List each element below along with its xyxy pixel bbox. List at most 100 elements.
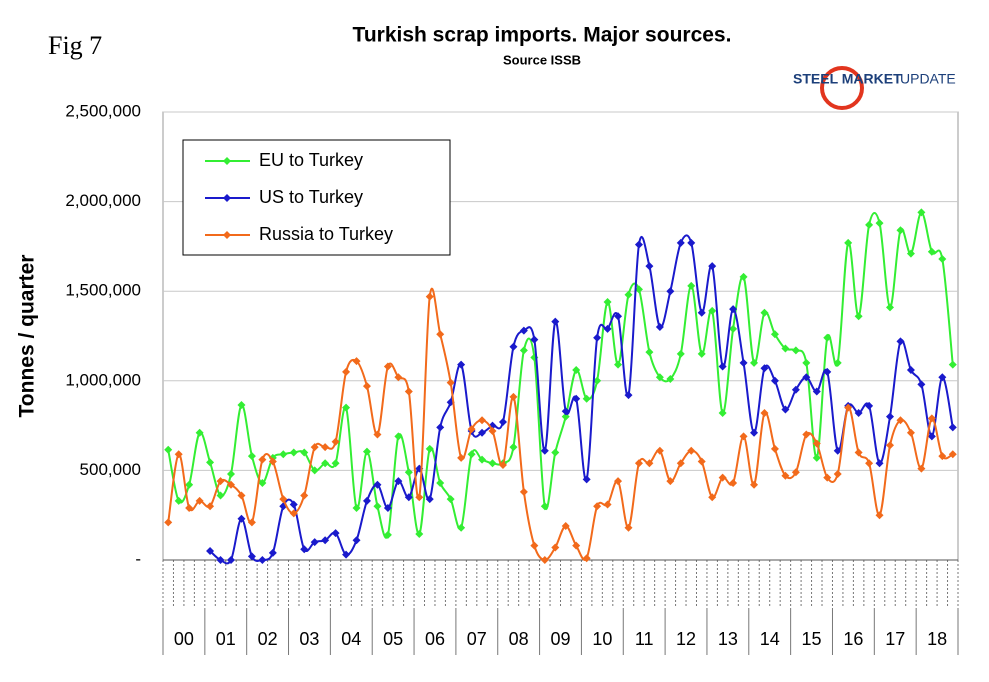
data-point	[666, 375, 675, 384]
data-point	[927, 432, 936, 441]
data-point	[540, 446, 549, 455]
data-point	[216, 491, 225, 500]
data-point	[593, 502, 602, 511]
data-point	[572, 394, 581, 403]
data-point	[247, 518, 256, 527]
data-point	[593, 376, 602, 385]
data-point	[582, 394, 591, 403]
data-point	[404, 387, 413, 396]
data-point	[791, 468, 800, 477]
data-point	[195, 496, 204, 505]
data-point	[237, 514, 246, 523]
data-point	[226, 469, 235, 478]
data-point	[896, 416, 905, 425]
data-point	[321, 459, 330, 468]
legend-marker	[223, 157, 231, 165]
data-point	[823, 333, 832, 342]
data-point	[655, 446, 664, 455]
data-point	[362, 382, 371, 391]
data-point	[446, 495, 455, 504]
data-point	[561, 521, 570, 530]
data-point	[478, 455, 487, 464]
x-tick-label: 14	[760, 629, 780, 649]
data-point	[321, 536, 330, 545]
data-point	[373, 502, 382, 511]
x-tick-label: 02	[258, 629, 278, 649]
data-point	[342, 367, 351, 376]
x-tick-label: 05	[383, 629, 403, 649]
chart-subtitle: Source ISSB	[503, 52, 581, 67]
data-point	[697, 457, 706, 466]
data-point	[519, 326, 528, 335]
data-point	[289, 509, 298, 518]
data-point	[530, 335, 539, 344]
data-point	[645, 262, 654, 271]
data-point	[488, 426, 497, 435]
data-point	[551, 448, 560, 457]
data-point	[634, 240, 643, 249]
data-point	[906, 366, 915, 375]
data-point	[833, 469, 842, 478]
data-point	[457, 360, 466, 369]
data-point	[226, 556, 235, 564]
data-point	[572, 366, 581, 375]
data-point	[383, 504, 392, 513]
data-point	[300, 448, 309, 457]
data-point	[530, 541, 539, 550]
data-point	[247, 552, 256, 561]
data-point	[509, 392, 518, 401]
data-point	[844, 403, 853, 412]
data-point	[802, 358, 811, 367]
legend-label: US to Turkey	[259, 187, 363, 207]
data-point	[404, 493, 413, 502]
data-point	[676, 459, 685, 468]
data-point	[812, 439, 821, 448]
data-point	[289, 448, 298, 457]
data-point	[352, 504, 361, 513]
data-point	[833, 446, 842, 455]
data-point	[436, 478, 445, 487]
data-point	[258, 556, 267, 564]
data-point	[708, 262, 717, 271]
data-point	[655, 323, 664, 332]
data-point	[237, 400, 246, 409]
data-point	[331, 529, 340, 538]
data-point	[415, 493, 424, 502]
data-point	[582, 475, 591, 484]
data-point	[666, 477, 675, 486]
data-point	[917, 380, 926, 389]
data-point	[781, 405, 790, 414]
data-point	[886, 441, 895, 450]
data-point	[739, 432, 748, 441]
data-point	[687, 281, 696, 290]
data-point	[373, 480, 382, 489]
data-point	[331, 459, 340, 468]
data-point	[342, 403, 351, 412]
x-tick-label: 16	[843, 629, 863, 649]
data-point	[624, 391, 633, 400]
data-point	[540, 502, 549, 511]
data-point	[425, 292, 434, 301]
data-point	[770, 444, 779, 453]
x-tick-label: 15	[802, 629, 822, 649]
data-point	[624, 523, 633, 532]
data-point	[781, 471, 790, 480]
data-point	[823, 473, 832, 482]
data-point	[917, 208, 926, 217]
data-point	[645, 459, 654, 468]
x-tick-label: 01	[216, 629, 236, 649]
data-point	[164, 518, 173, 527]
y-axis-label: Tonnes / quarter	[16, 255, 39, 418]
data-point	[383, 362, 392, 371]
data-point	[467, 425, 476, 434]
data-point	[938, 452, 947, 461]
data-point	[676, 349, 685, 358]
x-tick-label: 04	[341, 629, 361, 649]
data-point	[781, 344, 790, 353]
data-point	[467, 450, 476, 459]
data-point	[614, 477, 623, 486]
data-point	[823, 367, 832, 376]
data-point	[457, 453, 466, 462]
data-point	[310, 538, 319, 547]
data-point	[687, 446, 696, 455]
